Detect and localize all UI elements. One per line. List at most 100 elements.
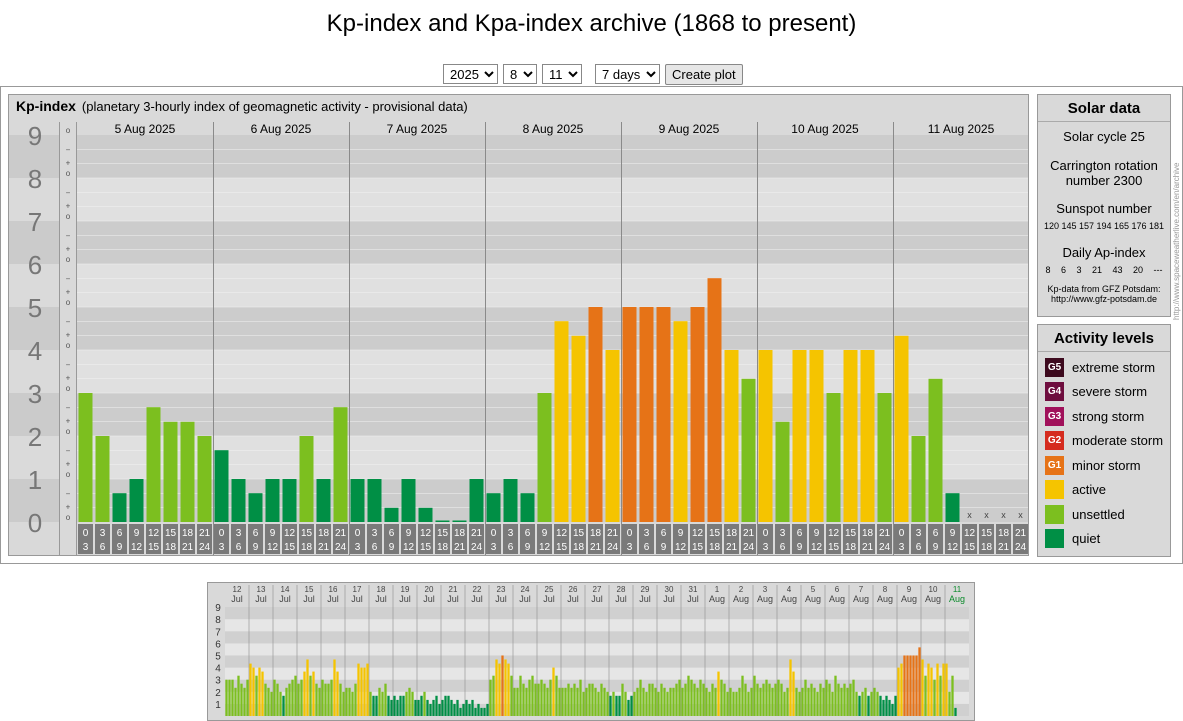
overview-bar [408,687,411,716]
range-select[interactable]: 7 days [595,64,660,84]
kp-hour-end: 18 [437,542,449,553]
kp-axis-band [9,479,59,522]
carrington-line-2: number 2300 [1065,173,1143,188]
activity-level-moderate-storm: G2 moderate storm [1038,429,1170,454]
kp-bar [673,321,688,522]
overview-bar [522,683,525,716]
kp-hour-cell [707,524,722,554]
overview-bar [672,687,675,716]
overview-bar [570,687,573,716]
kp-axis-band [9,221,59,264]
overview-bar [414,699,417,716]
overview-bar [768,683,771,716]
overview-bar [750,687,753,716]
kp-hour-cell [571,524,586,554]
kp-hour-end: 9 [525,542,531,553]
kp-hour-cell [367,524,382,554]
overview-day-label: 29 [641,585,650,594]
kp-bar [588,307,603,522]
activity-swatch: G2 [1045,431,1064,451]
kp-hour-start: 15 [709,528,721,539]
kp-hour-end: 18 [301,542,313,553]
overview-bar [315,683,318,716]
overview-bar [810,683,813,716]
overview-band [225,607,969,620]
source-watermark: http://www.spaceweatherlive.com/en/archi… [1172,162,1181,320]
kp-hour-cell [741,524,756,554]
overview-bar [345,687,348,716]
kp-hour-start: 0 [763,528,769,539]
kp-bar [945,493,960,522]
kp-background [9,122,1028,555]
overview-bar [753,675,756,716]
day-select[interactable]: 11 [542,64,582,84]
overview-bar [585,687,588,716]
overview-bar [849,683,852,716]
kp-axis-band [9,264,59,307]
overview-bars [225,647,957,716]
kp-hour-end: 24 [743,542,755,553]
activity-label: strong storm [1072,408,1145,424]
kp-bar [656,307,671,522]
overview-bar [540,679,543,716]
overview-bar [699,679,702,716]
overview-bar [624,691,627,716]
kp-band [77,307,1028,350]
kp-hour-cell [945,524,960,554]
kp-hour-start: 6 [117,528,123,539]
overview-bar [270,691,273,716]
kp-bar [707,278,722,522]
kp-hour-start: 9 [814,528,820,539]
kp-hour-end: 12 [403,542,415,553]
kp-hour-start: 15 [573,528,585,539]
overview-bar [525,687,528,716]
kp-hour-cell [146,524,161,554]
kp-hour-start: 12 [148,528,160,539]
overview-bar [546,687,549,716]
overview-bar [639,679,642,716]
kp-hour-end: 15 [420,542,432,553]
overview-day-label: 24 [521,585,530,594]
overview-bar [450,699,453,716]
kp-hour-start: 15 [301,528,313,539]
overview-bar [927,663,930,716]
kp-minor-tick: o [66,255,71,264]
overview-bar [852,679,855,716]
kp-minor-tick: + [66,374,71,383]
month-select[interactable]: 8 [503,64,537,84]
overview-bar [687,675,690,716]
kp-bar [78,393,93,522]
overview-bar [681,687,684,716]
overview-bar [654,687,657,716]
kp-hour-end: 18 [573,542,585,553]
overview-bar [225,679,228,716]
create-plot-button[interactable]: Create plot [665,63,743,85]
kp-axis-band [9,436,59,479]
overview-bar [420,695,423,716]
kp-hour-cell [78,524,93,554]
overview-bar [618,695,621,716]
kp-hour-cell [265,524,280,554]
overview-bar [483,707,486,716]
overview-bar [717,671,720,716]
kp-hour-cell [384,524,399,554]
year-select[interactable]: 2025 [443,64,498,84]
overview-bar [744,683,747,716]
overview-bar [501,655,504,716]
overview-day-label: 30 [665,585,674,594]
kp-hour-start: 18 [590,528,602,539]
overview-band [225,619,969,632]
overview-bar [291,679,294,716]
overview-bar [441,699,444,716]
kp-hour-cell [928,524,943,554]
kp-hour-cell [673,524,688,554]
activity-label: quiet [1072,531,1101,547]
overview-chart: 12345678912Jul13Jul14Jul15Jul16Jul17Jul1… [215,585,969,716]
overview-bar [558,687,561,716]
kp-hour-end: 3 [899,542,905,553]
kp-bar [503,479,518,522]
activity-label: severe storm [1072,384,1148,400]
overview-bar [846,687,849,716]
